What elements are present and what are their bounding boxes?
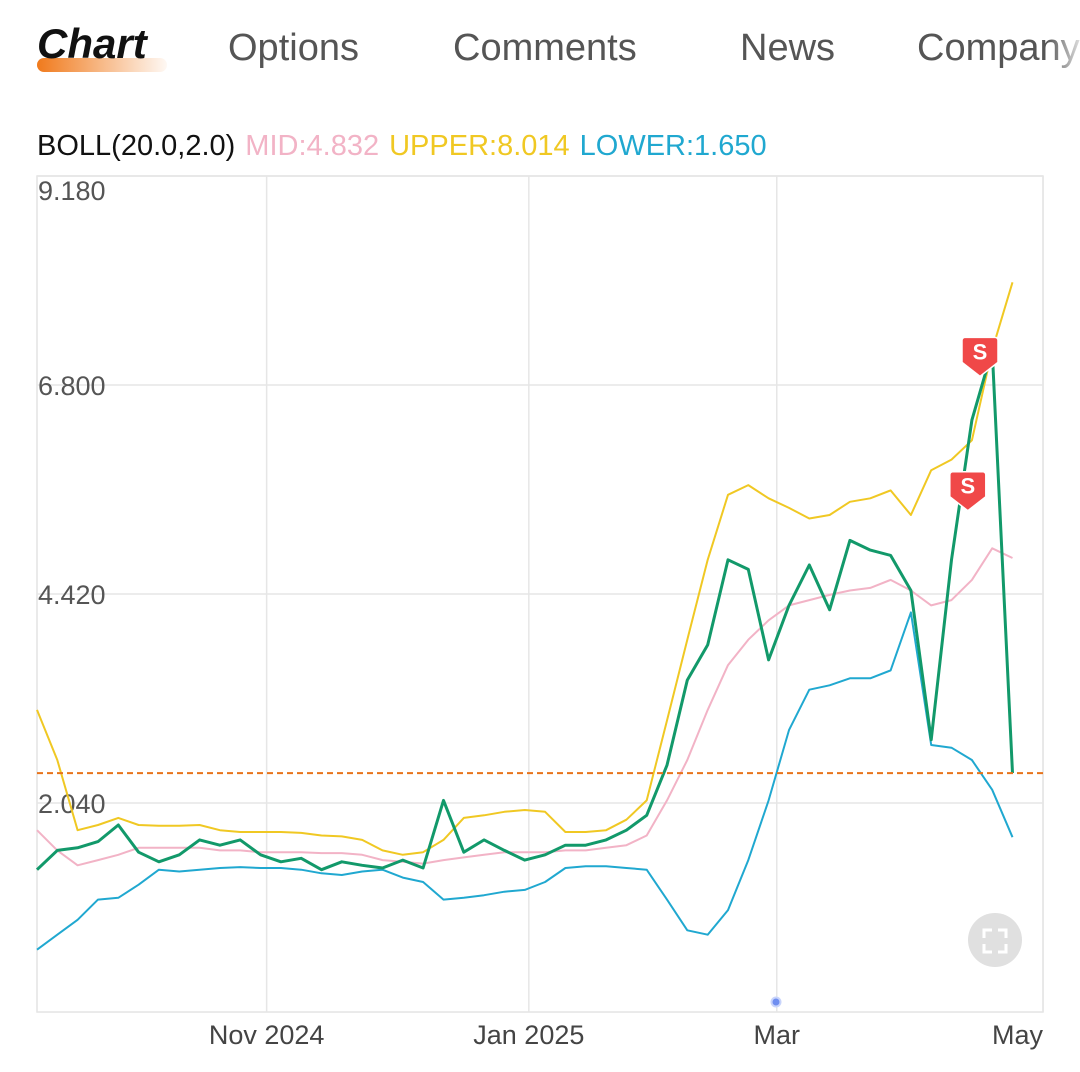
tab[interactable]: Company: [917, 27, 1080, 69]
y-tick-label: 9.180: [38, 176, 106, 206]
y-tick-label: 4.420: [38, 580, 106, 610]
legend-entry: LOWER:1.650: [580, 130, 767, 162]
tab[interactable]: Chart: [37, 20, 149, 67]
x-tick-label: Nov 2024: [209, 1020, 325, 1050]
sell-marker: S: [961, 336, 999, 378]
sell-pin: [961, 336, 999, 378]
series-line: [35, 348, 1014, 872]
tab-underline: [37, 58, 167, 72]
tab-bar: Chart Options Comments News Company: [37, 20, 1080, 69]
series-line: [36, 282, 1014, 856]
legend: BOLL(20.0,2.0) MID:4.832 UPPER:8.014 LOWER:…: [37, 130, 767, 162]
plot-area: 2.040 4.420 6.800 9.180 Nov 2024 Jan 2025 Mar M…: [35, 175, 1044, 1050]
y-tick-label: 6.800: [38, 371, 106, 401]
series-line: [36, 547, 1013, 867]
x-tick-label: Jan 2025: [473, 1020, 584, 1050]
x-tick-label: May: [992, 1020, 1044, 1050]
sell-label: S: [973, 339, 988, 364]
series-line: [36, 611, 1014, 951]
sell-pin: [949, 470, 987, 512]
tab[interactable]: News: [740, 27, 835, 69]
indicator-label: BOLL(20.0,2.0): [37, 130, 235, 162]
fullscreen-button[interactable]: [968, 913, 1022, 967]
sell-marker: S: [949, 470, 987, 512]
event-dot: [770, 996, 782, 1008]
tab[interactable]: Comments: [453, 27, 637, 69]
tab[interactable]: Options: [228, 27, 359, 69]
y-tick-label: 2.040: [38, 789, 106, 819]
x-tick-label: Mar: [754, 1020, 801, 1050]
legend-entry: UPPER:8.014: [389, 130, 570, 162]
sell-label: S: [960, 474, 975, 499]
legend-entry: MID:4.832: [245, 130, 379, 162]
